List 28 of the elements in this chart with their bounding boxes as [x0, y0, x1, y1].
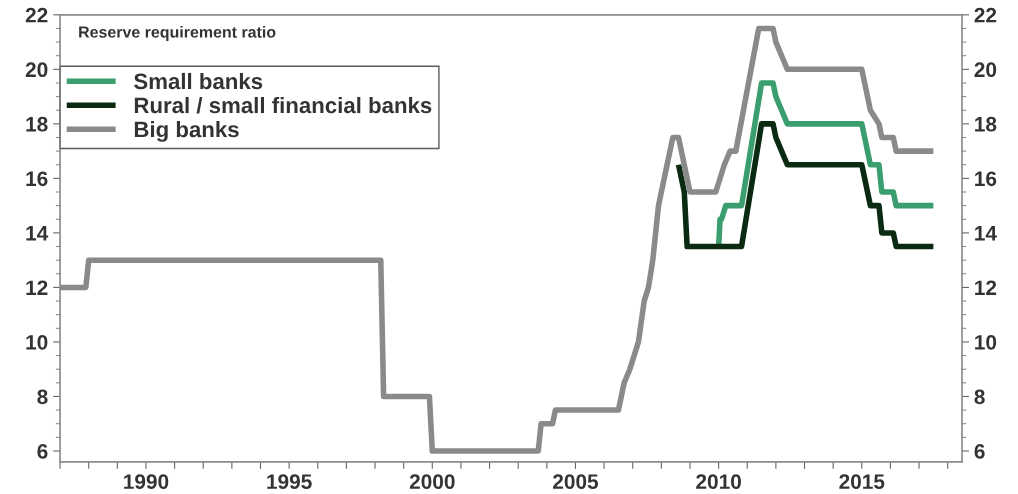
legend-label: Small banks	[134, 72, 263, 90]
x-tick-label: 2005	[553, 474, 599, 489]
x-tick-label: 1995	[267, 474, 312, 489]
y-tick-label: 6	[37, 443, 48, 459]
x-tick-label: 2000	[409, 474, 455, 489]
y2-tick-label: 20	[974, 62, 997, 78]
y2-tick-label: 22	[974, 7, 997, 23]
y2-tick-label: 12	[975, 280, 997, 295]
y2-tick-label: 14	[975, 226, 997, 241]
x-tick-label: 2010	[696, 474, 741, 489]
x-tick-label: 1990	[124, 474, 169, 489]
y-tick-label: 14	[26, 226, 49, 241]
y-tick-label: 12	[26, 280, 48, 295]
text: Reserve requirement ratio	[79, 26, 276, 41]
legend-label: Rural / small financial banks	[134, 96, 432, 114]
x-tick-label: 2015	[839, 474, 885, 489]
y-tick-label: 8	[37, 389, 48, 405]
y-tick-label: 22	[25, 7, 48, 23]
y2-tick-label: 10	[975, 334, 997, 350]
y2-tick-label: 16	[975, 171, 997, 187]
y-tick-label: 18	[26, 116, 48, 132]
legend-label: Big banks	[134, 121, 239, 142]
y-tick-label: 16	[26, 171, 48, 187]
y-tick-label: 10	[26, 334, 48, 350]
y2-tick-label: 8	[974, 389, 985, 405]
y-tick-label: 20	[25, 62, 48, 78]
y2-tick-label: 6	[974, 443, 985, 459]
y2-tick-label: 18	[975, 116, 997, 132]
